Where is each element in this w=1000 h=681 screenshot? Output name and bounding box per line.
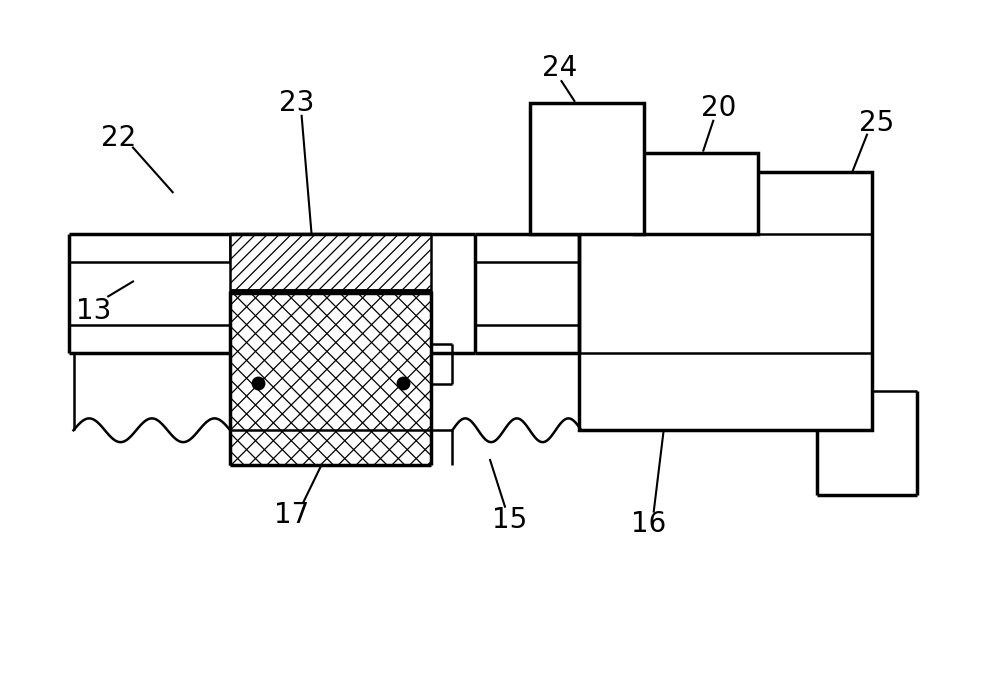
Bar: [230, 234, 431, 294]
Text: 17: 17: [274, 501, 309, 528]
Bar: [634, 153, 758, 234]
Text: 22: 22: [101, 124, 136, 152]
Text: 24: 24: [542, 54, 577, 82]
Text: 25: 25: [859, 109, 895, 137]
Text: 16: 16: [631, 511, 666, 539]
Bar: [230, 291, 431, 465]
Text: 15: 15: [492, 505, 528, 533]
Bar: [579, 172, 872, 430]
Text: 13: 13: [76, 297, 111, 326]
Bar: [530, 103, 644, 234]
Text: 23: 23: [279, 89, 314, 117]
Text: 20: 20: [701, 94, 736, 122]
